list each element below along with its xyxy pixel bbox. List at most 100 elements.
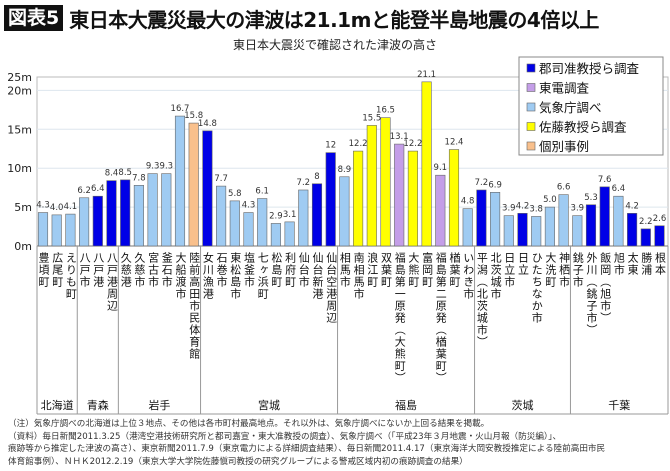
x-tick-label: 八戸港 [92,252,105,288]
y-tick-label: 0m [14,240,32,253]
x-tick-label: 北茨城市 [489,252,502,300]
x-tick-label: 仙台新港 [311,252,324,300]
bar [517,213,528,247]
bar [65,213,76,247]
x-tick-label: 豊頃町 [37,252,50,288]
bar [531,216,542,247]
x-tick-label: 塩釜市 [243,251,256,288]
data-label: 2.9 [269,211,283,221]
data-label: 4.0 [50,203,64,213]
data-label: 6.2 [77,186,91,196]
x-tick-label: 石巻市 [215,252,228,288]
legend-swatch [526,141,536,151]
figure-number: 図表5 [4,5,64,31]
data-label: 14.8 [198,119,217,129]
legend-swatch [526,63,536,73]
x-tick-label: 富岡町 [421,251,434,288]
bar [490,192,501,247]
x-tick-label: 根本 [654,251,667,276]
group-label: 福島 [395,398,417,412]
x-tick-label: 旭市 [612,251,625,276]
x-tick-label: 広尾町 [51,252,64,288]
data-label: 6.6 [557,183,571,193]
bar [51,214,62,247]
note-line: （注）気象庁調べの北海道は上位３地点、その他は各市町村最高地点。それ以外は、気象… [8,419,490,429]
bar [161,173,172,247]
bar [462,208,473,247]
legend [518,56,664,156]
data-label: 7.6 [598,175,612,185]
legend-label: 気象庁調べ [539,100,602,115]
data-label: 9.1 [434,163,448,173]
data-label: 6.1 [255,187,269,197]
bar [448,149,460,247]
x-tick-label: 八戸市 [78,252,91,288]
x-tick-label: えりも町 [64,252,77,300]
x-tick-label: 平潟（北茨城市） [475,252,488,348]
data-label: 5.3 [584,193,598,203]
legend-swatch [526,102,536,112]
data-label: 6.9 [488,180,502,190]
bar [544,206,555,247]
x-tick-label: 福島第二原発（楢葉町） [434,251,447,384]
source-line: 体育館事例）、ＮＨＫ2012.2.19（東京大学大学院佐藤愼司教授の研究グループ… [8,456,468,467]
data-label: 3.9 [502,204,516,214]
x-tick-label: 福島第一原発（大熊町） [393,251,406,384]
x-tick-label: 久慈港 [119,252,132,288]
data-label: 12.2 [403,139,422,149]
bar [174,115,186,247]
data-label: 4.3 [36,201,50,211]
data-label: 5.0 [543,195,557,205]
bar [243,212,254,247]
legend-label: 個別事例 [539,139,589,154]
x-tick-label: 勝浦 [640,251,653,276]
legend-label: 郡司准教授ら調査 [539,61,640,76]
y-tick-label: 15m [7,123,32,136]
data-label: 9.3 [146,162,160,172]
x-tick-label: 大洗町 [544,251,557,288]
y-tick-label: 20m [7,84,32,97]
bar [147,173,158,247]
x-tick-label: 仙台市 [297,252,310,288]
data-label: 12.2 [349,139,368,149]
x-tick-label: 楢葉町 [448,251,461,288]
source-line: 痕跡等から推定した津波の高さ）、東京新聞2011.7.9（東京電力による詳細調査… [8,444,606,454]
data-label: 4.2 [625,201,639,211]
data-label: 8.9 [338,165,352,175]
x-tick-label: 外川（銚子市） [585,252,598,336]
bar [79,197,90,247]
data-label: 7.8 [132,173,146,183]
x-tick-label: 陸前高田市民体育館 [188,252,201,360]
y-tick-label: 25m [7,71,32,84]
x-tick-label: 浪江町 [366,251,379,288]
x-tick-label: 南相馬市 [352,252,365,300]
data-label: 3.9 [571,204,585,214]
data-label: 12 [325,141,336,151]
x-tick-label: 日立市 [503,252,516,288]
legend-label: 佐藤教授ら調査 [539,120,627,135]
bar [407,150,418,247]
x-tick-label: 松島町 [270,251,283,288]
legend-swatch [526,122,536,131]
data-label: 13.1 [390,132,409,142]
group-label: 青森 [87,398,109,412]
bar [188,122,199,247]
legend-swatch [526,83,536,92]
x-tick-label: 大熊町 [407,251,420,288]
x-tick-label: 宮古市 [147,251,160,288]
x-tick-label: 八戸港周辺 [106,252,119,312]
data-label: 7.2 [475,178,489,188]
legend-label: 東電調査 [539,81,590,96]
chart-title: 東日本大震災で確認された津波の高さ [232,38,437,52]
bar [558,194,569,247]
data-label: 12.4 [445,138,464,148]
x-tick-label: 利府町 [284,252,297,288]
bar [37,212,49,247]
bar [339,176,350,247]
bar [435,174,446,247]
notes: （注）気象庁調べの北海道は上位３地点、その他は各市町村最高地点。それ以外は、気象… [8,418,668,468]
x-tick-label: 太東 [626,252,639,276]
x-tick-label: 飯岡（旭市） [599,251,612,324]
bar [106,180,117,247]
